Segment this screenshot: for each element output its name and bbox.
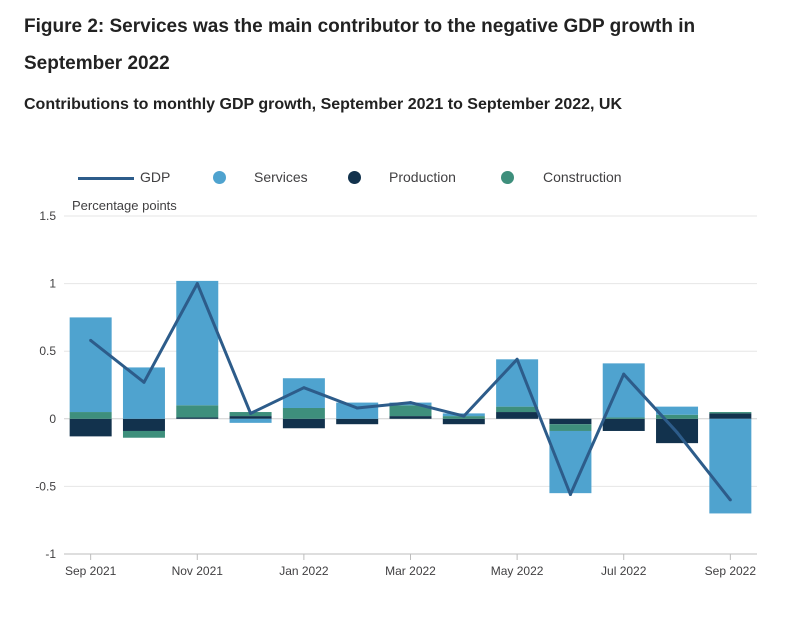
y-tick-label: 1.5 (39, 209, 56, 223)
bar-construction (602, 417, 645, 419)
gdp-point (462, 414, 466, 418)
y-tick-label: -1 (45, 547, 56, 561)
x-tick-label: Jul 2022 (601, 564, 647, 578)
bar-production (336, 418, 379, 425)
bar-production (496, 412, 539, 419)
gdp-point (568, 493, 572, 497)
bar-construction (122, 430, 165, 438)
bar-production (709, 413, 752, 419)
services-dot-swatch-icon (213, 171, 226, 184)
line-layer (89, 282, 732, 502)
gdp-point (409, 401, 412, 405)
gdp-point (89, 338, 93, 342)
gdp-point (195, 282, 199, 286)
construction-dot-swatch-icon (501, 171, 514, 184)
bar-construction (389, 405, 432, 417)
figure-title: Figure 2: Services was the main contribu… (24, 16, 696, 74)
gdp-line-swatch-icon (78, 177, 134, 180)
y-tick-label: 0 (49, 412, 56, 426)
bar-production (442, 418, 485, 425)
bar-construction (176, 405, 219, 418)
gdp-point (355, 406, 359, 410)
bar-production (282, 418, 325, 429)
axis-layer: 1.5 1 0.5 0 -0.5 -1 Sep 2021 Nov 2021 Jan 2022 Ma… (35, 209, 757, 578)
gdp-point (142, 380, 146, 384)
gdp-point (675, 430, 679, 434)
bar-construction (496, 406, 539, 413)
x-tick-label: Mar 2022 (385, 564, 436, 578)
x-tick-label: Jan 2022 (279, 564, 329, 578)
gdp-point (622, 372, 626, 376)
legend-label-services: Services (254, 169, 308, 185)
y-tick-label: 0.5 (39, 344, 56, 358)
bar-services (656, 406, 699, 415)
bar-services (122, 367, 165, 419)
bar-production (389, 416, 432, 419)
gdp-point (302, 386, 306, 390)
bar-production (122, 418, 165, 431)
x-tick-label: May 2022 (491, 564, 544, 578)
legend-label-gdp: GDP (140, 169, 171, 185)
x-tick-label: Sep 2021 (65, 564, 117, 578)
bars-layer (69, 280, 752, 514)
y-tick-label: -0.5 (35, 479, 56, 493)
bar-services (69, 317, 112, 413)
legend-label-production: Production (389, 169, 456, 185)
bar-production (69, 418, 112, 437)
grid-layer (64, 215, 757, 555)
gdp-point (728, 498, 732, 502)
bar-production (602, 418, 645, 431)
bar-production (549, 418, 592, 425)
production-dot-swatch-icon (348, 171, 361, 184)
chart-title: Contributions to monthly GDP growth, Sep… (24, 96, 623, 113)
x-tick-label: Nov 2021 (172, 564, 224, 578)
gdp-point (249, 411, 253, 415)
bar-construction (549, 424, 592, 431)
bar-construction (709, 412, 752, 414)
y-axis-label: Percentage points (72, 198, 177, 213)
bar-construction (282, 407, 325, 419)
y-tick-label: 1 (49, 277, 56, 291)
x-tick-label: Sep 2022 (705, 564, 757, 578)
legend-label-construction: Construction (543, 169, 622, 185)
bar-production (176, 417, 219, 419)
bar-services (229, 418, 272, 423)
bar-construction (656, 414, 699, 419)
gdp-point (515, 357, 519, 361)
bar-production (229, 416, 272, 419)
bar-services (176, 280, 219, 406)
bar-construction (69, 412, 112, 419)
